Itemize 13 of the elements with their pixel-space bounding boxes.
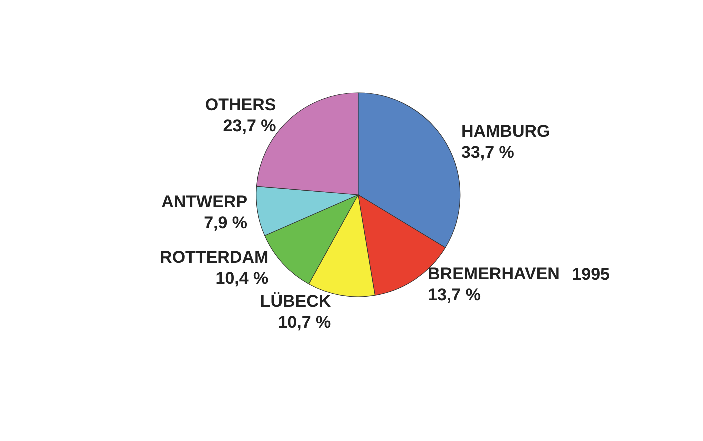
data-label: 7,9 % bbox=[204, 214, 248, 233]
text: 1995 bbox=[572, 265, 610, 284]
slice-label: ANTWERP bbox=[162, 192, 248, 212]
data-label: 10,7 % bbox=[278, 312, 332, 332]
data-label: 23,7 % bbox=[223, 116, 276, 136]
slice-label: HAMBURG bbox=[461, 122, 550, 141]
data-label: 13,7 % bbox=[428, 285, 481, 304]
slice-label: BREMERHAVEN bbox=[428, 264, 560, 284]
slice-label: OTHERS bbox=[205, 96, 276, 115]
data-label: 10,4 % bbox=[216, 268, 269, 288]
data-label: 33,7 % bbox=[461, 142, 514, 162]
slice-label: LÜBECK bbox=[260, 292, 332, 311]
slice-label: ROTTERDAM bbox=[160, 248, 269, 267]
